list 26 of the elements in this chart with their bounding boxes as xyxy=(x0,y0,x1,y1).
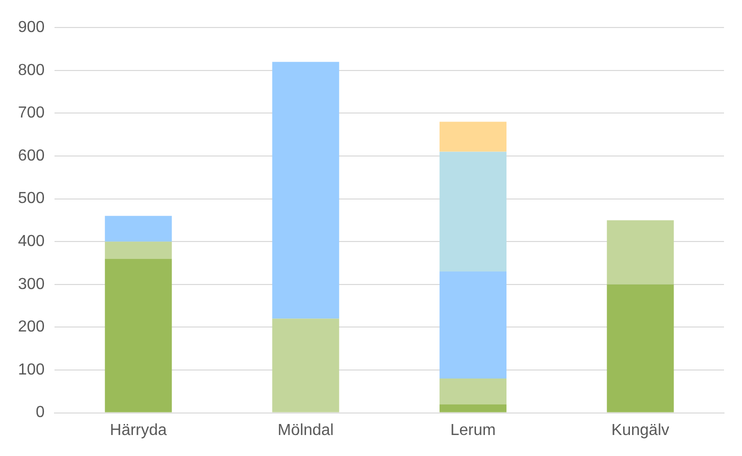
bar xyxy=(104,242,172,259)
bar xyxy=(104,258,172,412)
bar xyxy=(440,122,506,152)
bar xyxy=(606,284,674,412)
y-tick-label: 0 xyxy=(36,404,45,422)
y-tick-label: 500 xyxy=(18,190,45,208)
y-tick-label: 600 xyxy=(18,147,45,164)
x-tick-label: Lerum xyxy=(450,422,496,439)
x-tick-label: Mölndal xyxy=(278,422,334,439)
bar xyxy=(440,404,506,412)
y-tick-label: 100 xyxy=(18,361,45,378)
bar xyxy=(440,378,506,404)
bar xyxy=(440,152,506,272)
x-tick-label: Kungälv xyxy=(611,422,670,439)
x-tick-label: Härryda xyxy=(110,422,167,439)
y-tick-label: 700 xyxy=(18,104,45,122)
y-tick-label: 900 xyxy=(18,19,45,36)
y-tick-label: 800 xyxy=(18,62,45,79)
bar xyxy=(104,216,172,242)
bar xyxy=(272,62,340,319)
y-tick-label: 200 xyxy=(18,318,45,336)
bar xyxy=(606,220,674,284)
y-tick-label: 400 xyxy=(18,233,45,250)
bar xyxy=(272,318,340,412)
bar xyxy=(440,272,506,379)
y-tick-label: 300 xyxy=(18,276,45,293)
